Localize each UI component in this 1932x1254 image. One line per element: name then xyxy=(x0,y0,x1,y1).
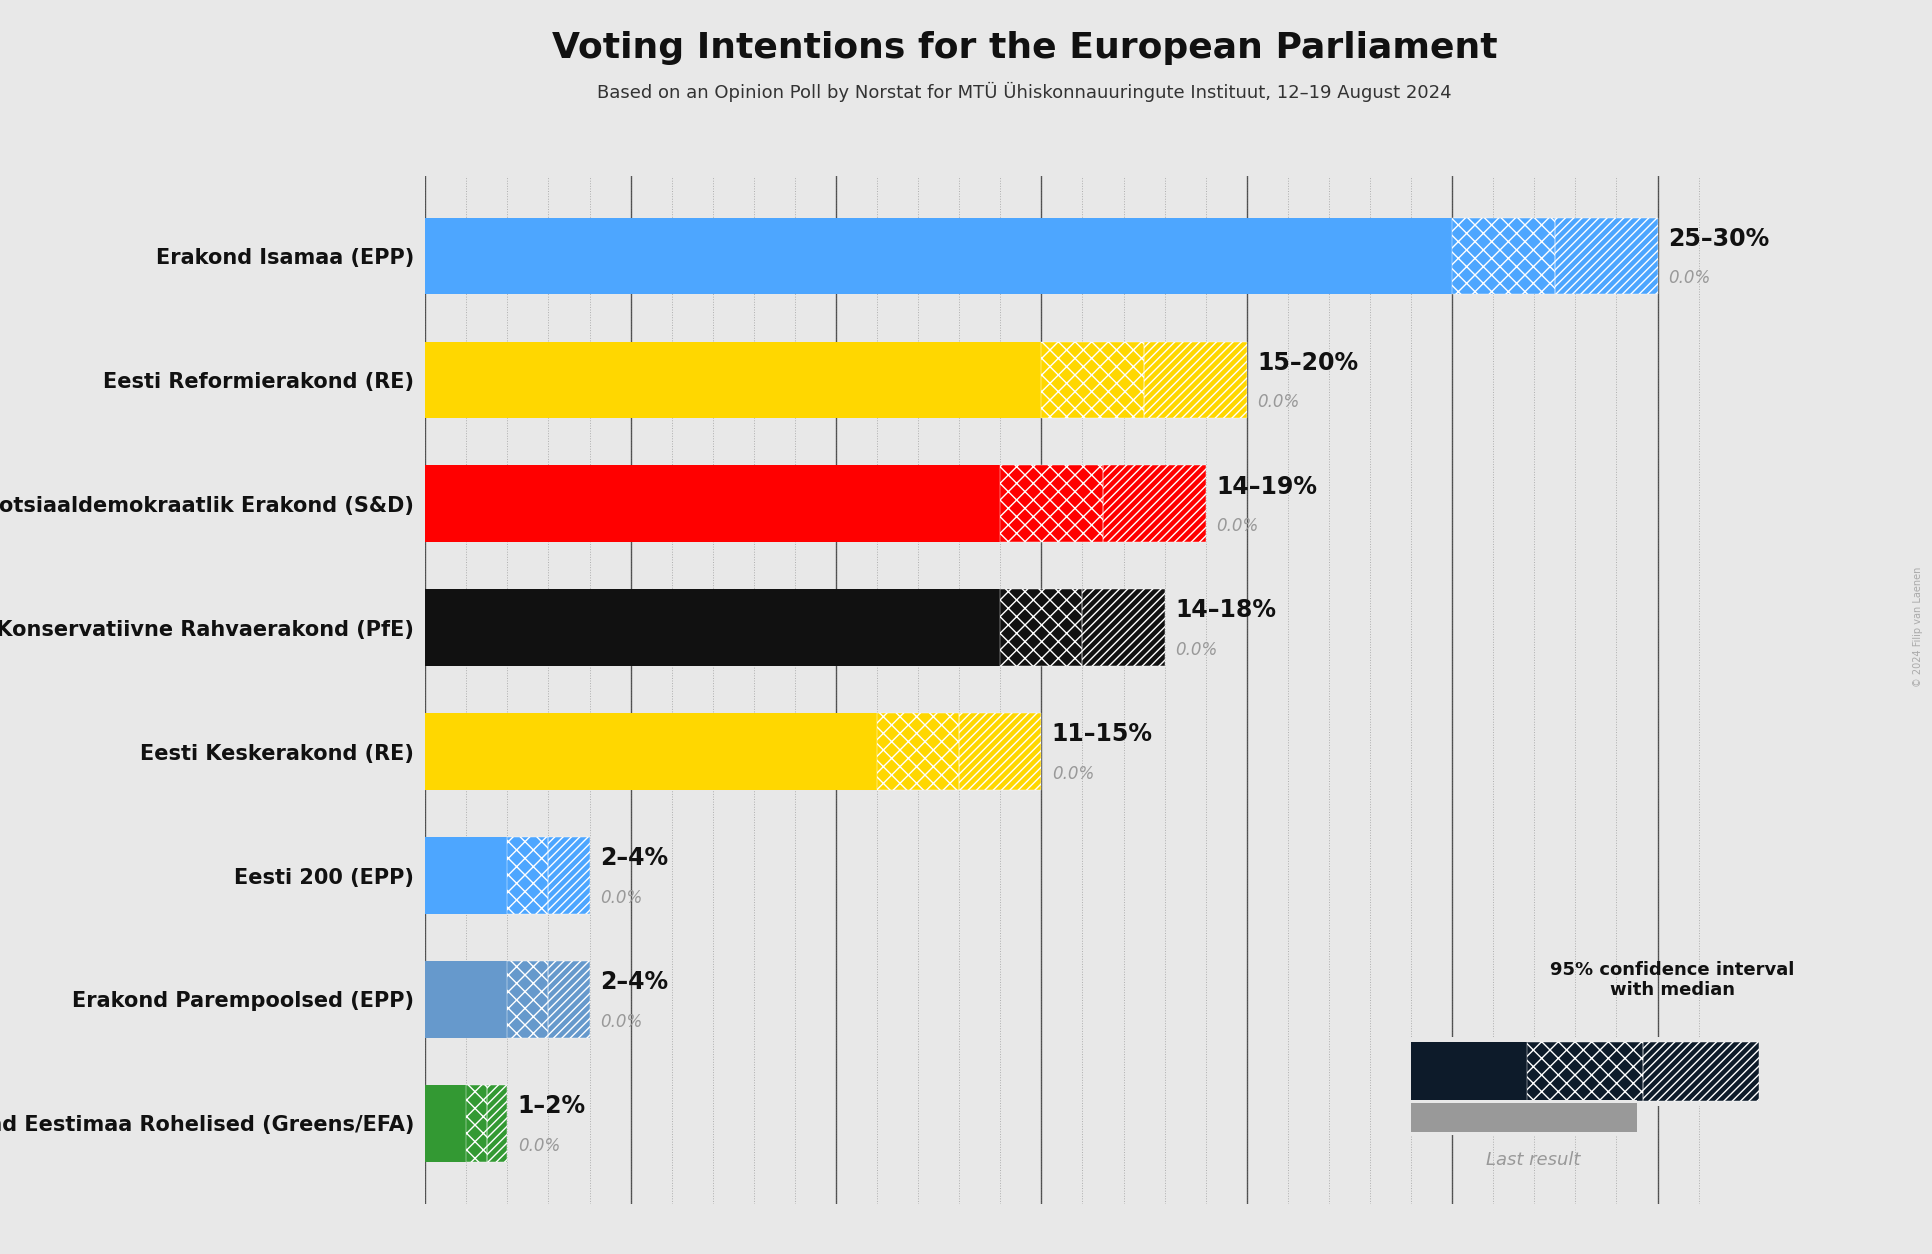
Bar xyxy=(506,961,549,1038)
Bar xyxy=(1041,341,1144,419)
Text: 2–4%: 2–4% xyxy=(599,846,668,870)
Text: 11–15%: 11–15% xyxy=(1051,722,1151,746)
Bar xyxy=(1001,589,1082,666)
Text: Voting Intentions for the European Parliament: Voting Intentions for the European Parli… xyxy=(551,31,1497,65)
Bar xyxy=(1041,341,1144,419)
Bar xyxy=(877,714,958,790)
Text: 0.0%: 0.0% xyxy=(1215,517,1258,535)
Bar xyxy=(1451,218,1553,295)
Bar xyxy=(1001,465,1103,542)
Bar xyxy=(877,714,958,790)
Text: 2–4%: 2–4% xyxy=(599,971,668,994)
Bar xyxy=(958,714,1041,790)
Bar xyxy=(425,838,506,914)
Bar xyxy=(425,589,1001,666)
Bar xyxy=(1642,1042,1758,1101)
Bar xyxy=(425,1085,466,1161)
Bar xyxy=(1144,341,1246,419)
Text: Last result: Last result xyxy=(1486,1151,1578,1169)
Bar xyxy=(1526,1042,1642,1101)
Bar xyxy=(1144,341,1246,419)
Bar xyxy=(466,1085,487,1161)
Text: 14–19%: 14–19% xyxy=(1215,474,1316,499)
Text: 0.0%: 0.0% xyxy=(1175,641,1217,660)
Bar xyxy=(1642,1042,1758,1101)
Bar xyxy=(958,714,1041,790)
Text: 0.0%: 0.0% xyxy=(1051,765,1094,782)
Bar xyxy=(487,1085,506,1161)
Text: 1–2%: 1–2% xyxy=(518,1093,585,1119)
Bar xyxy=(506,961,549,1038)
Text: Based on an Opinion Poll by Norstat for MTÜ Ühiskonnauuringute Instituut, 12–19 : Based on an Opinion Poll by Norstat for … xyxy=(597,82,1451,102)
Bar xyxy=(549,961,589,1038)
Bar xyxy=(1103,465,1206,542)
Bar xyxy=(1526,1042,1642,1101)
Bar xyxy=(425,218,1451,295)
Bar xyxy=(1103,465,1206,542)
Text: 0.0%: 0.0% xyxy=(599,1013,641,1031)
Bar xyxy=(1410,1042,1526,1101)
Bar xyxy=(1082,589,1163,666)
Text: 14–18%: 14–18% xyxy=(1175,598,1275,622)
Bar xyxy=(1451,218,1553,295)
Bar xyxy=(506,838,549,914)
Text: 25–30%: 25–30% xyxy=(1667,227,1768,251)
Bar xyxy=(549,838,589,914)
Bar xyxy=(1082,589,1163,666)
Bar xyxy=(425,465,1001,542)
Text: 0.0%: 0.0% xyxy=(518,1136,560,1155)
Text: 95% confidence interval
with median: 95% confidence interval with median xyxy=(1549,961,1793,999)
Bar xyxy=(1410,1104,1636,1132)
Text: © 2024 Filip van Laenen: © 2024 Filip van Laenen xyxy=(1911,567,1922,687)
Bar xyxy=(1001,589,1082,666)
Bar xyxy=(425,714,877,790)
Bar xyxy=(1553,218,1658,295)
Bar xyxy=(466,1085,487,1161)
Text: 0.0%: 0.0% xyxy=(1667,270,1710,287)
Bar xyxy=(506,838,549,914)
Text: 0.0%: 0.0% xyxy=(599,889,641,907)
Bar xyxy=(549,961,589,1038)
Text: 0.0%: 0.0% xyxy=(1256,394,1298,411)
Text: 15–20%: 15–20% xyxy=(1256,351,1358,375)
Bar xyxy=(487,1085,506,1161)
Bar xyxy=(549,838,589,914)
Bar xyxy=(425,961,506,1038)
Bar xyxy=(1553,218,1658,295)
Bar xyxy=(1001,465,1103,542)
Bar xyxy=(425,341,1041,419)
